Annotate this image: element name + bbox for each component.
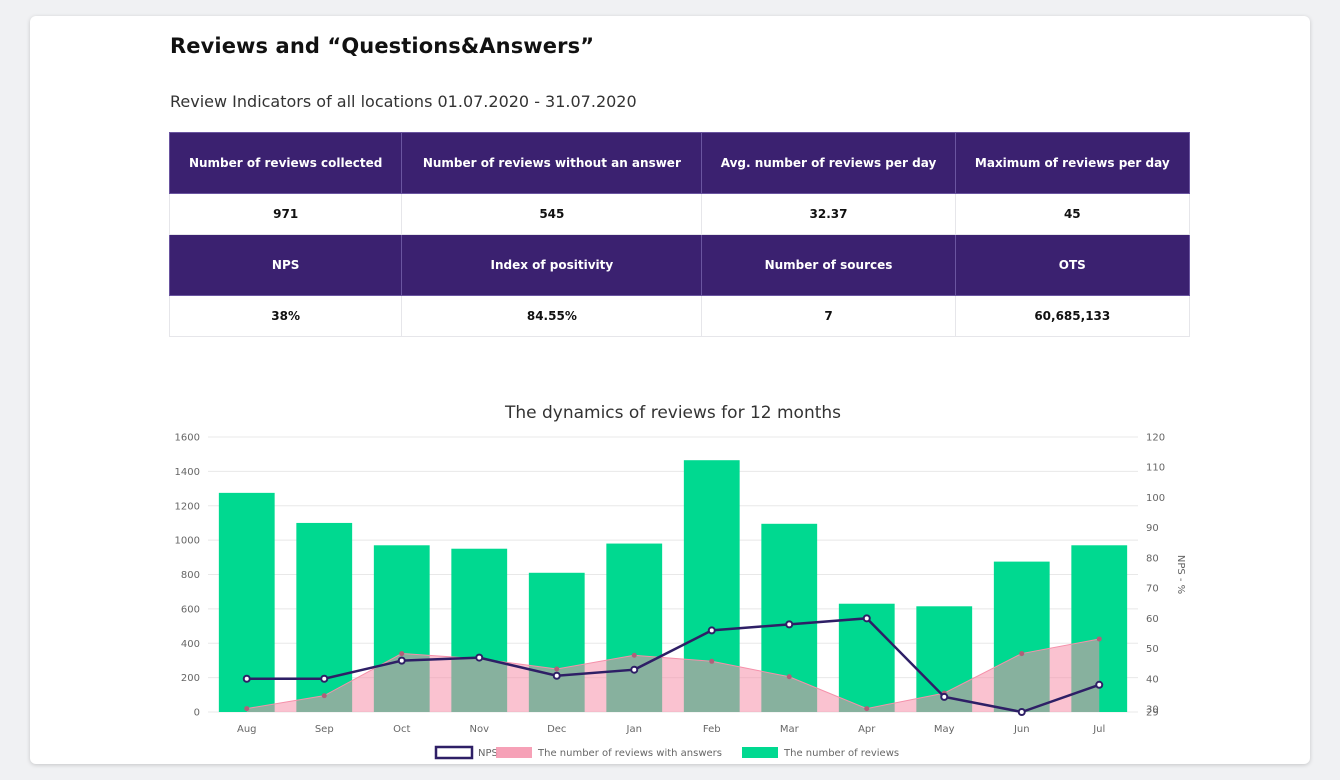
legend-swatch-reviews bbox=[742, 747, 778, 758]
nps-point bbox=[862, 614, 871, 623]
left-tick-label: 200 bbox=[181, 673, 200, 684]
answers-point bbox=[321, 693, 327, 699]
legend-label: The number of reviews bbox=[783, 748, 899, 759]
indicators-table: Number of reviews collected Number of re… bbox=[168, 132, 1191, 337]
right-tick-label: 110 bbox=[1146, 463, 1165, 474]
right-tick-label: 90 bbox=[1146, 523, 1159, 534]
header-cell: Number of reviews collected bbox=[168, 132, 403, 194]
answers-area bbox=[246, 638, 1100, 712]
nps-point bbox=[475, 653, 484, 662]
left-tick-label: 600 bbox=[181, 604, 200, 615]
x-tick-label: Dec bbox=[547, 724, 566, 735]
x-tick-label: May bbox=[934, 724, 955, 735]
right-axis-label: NPS - % bbox=[1175, 555, 1186, 594]
x-tick-label: Mar bbox=[780, 724, 800, 735]
nps-point bbox=[785, 620, 794, 629]
reviews-dynamics-chart: The dynamics of reviews for 12 months 0 20… bbox=[175, 403, 1186, 760]
nps-point bbox=[242, 674, 251, 683]
indicators-value-row: 38% 84.55% 7 60,685,133 bbox=[168, 295, 1191, 337]
x-tick-label: Feb bbox=[703, 724, 721, 735]
right-tick-label: 100 bbox=[1146, 493, 1165, 504]
nps-point bbox=[552, 671, 561, 680]
value-cell: 7 bbox=[701, 295, 956, 337]
left-tick-label: 1200 bbox=[175, 501, 200, 512]
legend-swatch-nps bbox=[434, 745, 474, 760]
chart-title: The dynamics of reviews for 12 months bbox=[504, 403, 841, 423]
answers-area-line bbox=[246, 638, 1100, 710]
nps-line bbox=[246, 617, 1100, 714]
answers-point bbox=[631, 652, 637, 658]
nps-point bbox=[320, 674, 329, 683]
indicators-value-row: 971 545 32.37 45 bbox=[168, 193, 1191, 235]
header-cell: OTS bbox=[954, 234, 1191, 296]
answers-point bbox=[554, 666, 560, 672]
answers-point bbox=[1096, 636, 1102, 642]
right-tick-label: 120 bbox=[1146, 433, 1165, 444]
value-cell: 38% bbox=[168, 295, 403, 337]
legend-label: NPS bbox=[478, 748, 498, 759]
indicators-header-row: Number of reviews collected Number of re… bbox=[168, 132, 1191, 194]
report-card: Reviews and “Questions&Answers” Review I… bbox=[30, 16, 1310, 764]
answers-point bbox=[709, 658, 715, 664]
header-cell: Number of reviews without an answer bbox=[401, 132, 703, 194]
nps-point bbox=[1017, 708, 1026, 716]
legend-swatch-answers bbox=[496, 747, 532, 758]
indicators-header-row: NPS Index of positivity Number of source… bbox=[168, 234, 1191, 296]
right-tick-label: 80 bbox=[1146, 553, 1159, 564]
x-tick-label: Aug bbox=[237, 724, 257, 735]
header-cell: NPS bbox=[168, 234, 403, 296]
left-tick-label: 800 bbox=[181, 570, 200, 581]
header-cell: Index of positivity bbox=[401, 234, 703, 296]
left-tick-label: 0 bbox=[194, 708, 200, 719]
legend-label: The number of reviews with answers bbox=[537, 748, 722, 759]
header-cell: Number of sources bbox=[701, 234, 956, 296]
x-tick-label: Nov bbox=[469, 724, 489, 735]
nps-point bbox=[397, 656, 406, 665]
value-cell: 545 bbox=[401, 193, 703, 235]
value-cell: 32.37 bbox=[701, 193, 956, 235]
right-tick-label: 40 bbox=[1146, 674, 1159, 685]
x-tick-label: Jun bbox=[1013, 724, 1030, 735]
bar bbox=[296, 522, 353, 712]
header-cell: Maximum of reviews per day bbox=[954, 132, 1191, 194]
value-cell: 60,685,133 bbox=[954, 295, 1191, 337]
x-tick-label: Jan bbox=[626, 724, 642, 735]
header-cell: Avg. number of reviews per day bbox=[701, 132, 956, 194]
value-cell: 45 bbox=[954, 193, 1191, 235]
value-cell: 84.55% bbox=[401, 295, 703, 337]
right-tick-label: 60 bbox=[1146, 614, 1159, 625]
x-tick-label: Oct bbox=[393, 724, 410, 735]
x-tick-label: Sep bbox=[315, 724, 334, 735]
report-subtitle: Review Indicators of all locations 01.07… bbox=[170, 92, 637, 111]
right-tick-label: 30 bbox=[1146, 704, 1159, 715]
right-tick-label: 50 bbox=[1146, 644, 1159, 655]
x-tick-label: Jul bbox=[1092, 724, 1105, 735]
left-tick-label: 1600 bbox=[175, 433, 200, 444]
answers-point bbox=[786, 674, 792, 680]
left-tick-label: 400 bbox=[181, 639, 200, 650]
page-title: Reviews and “Questions&Answers” bbox=[170, 34, 595, 58]
left-tick-label: 1400 bbox=[175, 467, 200, 478]
right-tick-label: 70 bbox=[1146, 584, 1159, 595]
value-cell: 971 bbox=[168, 193, 403, 235]
nps-point bbox=[630, 665, 639, 674]
answers-point bbox=[244, 706, 250, 712]
nps-point bbox=[940, 692, 949, 701]
answers-point bbox=[1019, 651, 1025, 657]
answers-point bbox=[864, 706, 870, 712]
x-tick-label: Apr bbox=[858, 724, 876, 735]
right-tick-label: 29 bbox=[1146, 708, 1159, 719]
answers-point bbox=[399, 651, 405, 657]
nps-point bbox=[1095, 680, 1104, 689]
nps-point bbox=[707, 626, 716, 635]
left-tick-label: 1000 bbox=[175, 536, 200, 547]
